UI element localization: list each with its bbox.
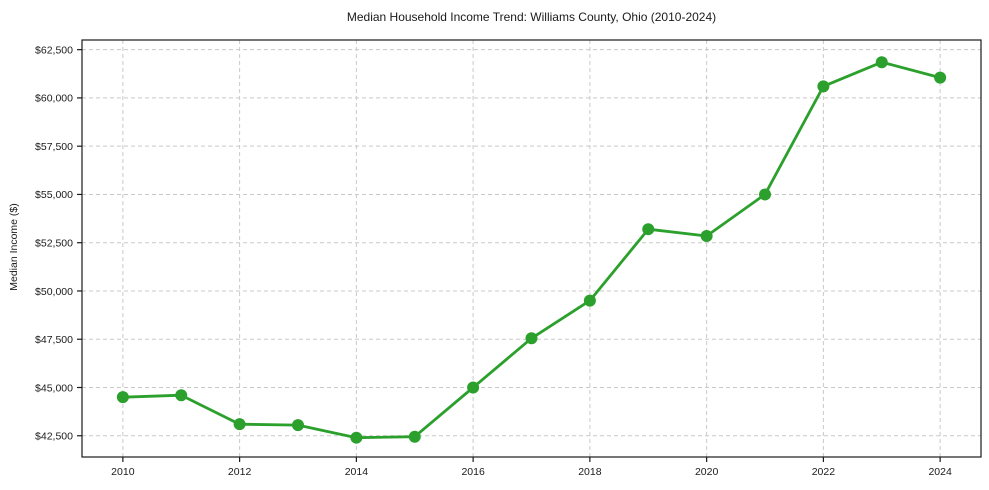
- y-tick-label: $55,000: [35, 189, 73, 201]
- y-tick-label: $52,500: [35, 238, 73, 250]
- data-point-marker-2014: [350, 431, 363, 444]
- data-point-marker-2021: [759, 188, 772, 201]
- y-tick-label: $62,500: [35, 44, 73, 56]
- data-point-marker-2018: [583, 294, 596, 307]
- x-tick-label: 2024: [928, 466, 952, 478]
- data-point-marker-2013: [291, 419, 304, 432]
- data-point-marker-2022: [817, 80, 830, 93]
- y-tick-label: $50,000: [35, 286, 73, 298]
- y-tick-label: $60,000: [35, 93, 73, 105]
- y-tick-label: $57,500: [35, 141, 73, 153]
- trend-line: [121, 60, 942, 440]
- y-tick-label: $47,500: [35, 334, 73, 346]
- x-tick-label: 2016: [461, 466, 485, 478]
- data-point-marker-2010: [116, 391, 129, 404]
- x-tick-label: 2020: [695, 466, 719, 478]
- plot-border: [81, 39, 982, 458]
- x-tick-label: 2022: [812, 466, 836, 478]
- x-tick-label: 2018: [578, 466, 602, 478]
- data-point-marker-2020: [700, 229, 713, 242]
- data-point-marker-2017: [525, 332, 538, 345]
- y-tick-label: $42,500: [35, 431, 73, 443]
- x-tick-label: 2010: [111, 466, 135, 478]
- data-point-marker-2023: [875, 56, 888, 69]
- chart-title: Median Household Income Trend: Williams …: [346, 10, 717, 24]
- x-tick-label: 2012: [228, 466, 252, 478]
- data-point-marker-2012: [233, 418, 246, 431]
- data-point-marker-2024: [934, 71, 947, 84]
- data-point-marker-2015: [408, 430, 421, 443]
- data-point-marker-2019: [642, 223, 655, 236]
- y-tick-label: $45,000: [35, 382, 73, 394]
- x-tick-label: 2014: [345, 466, 369, 478]
- data-point-marker-2016: [467, 381, 480, 394]
- data-point-marker-2011: [175, 389, 188, 402]
